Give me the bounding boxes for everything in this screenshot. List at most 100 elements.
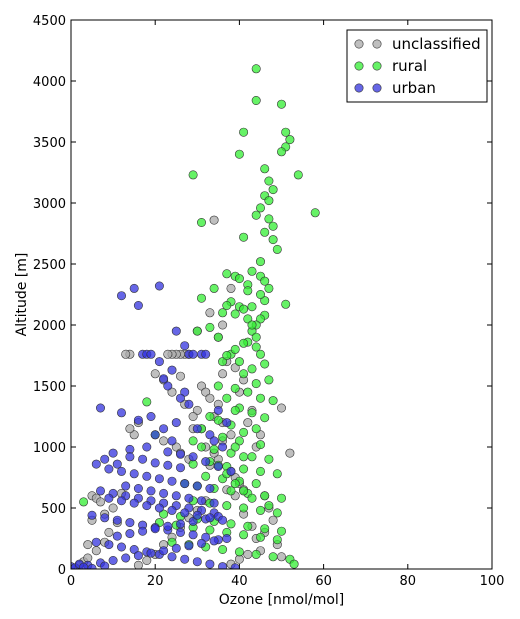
point-urban-65 [117,542,127,552]
point-urban-36 [142,471,152,481]
point-urban-78 [121,553,131,563]
point-urban-35 [129,469,139,479]
point-rural-68 [247,408,257,418]
point-rural-59 [239,369,249,379]
point-unclassified-58 [91,546,101,556]
point-urban-99 [142,501,152,511]
legend-label-unclassified: unclassified [392,35,481,53]
point-unclassified-16 [197,381,207,391]
point-rural-120 [239,530,249,540]
point-urban-79 [133,551,143,561]
point-unclassified-61 [167,387,177,397]
point-urban-118 [87,563,97,569]
point-urban-38 [167,476,177,486]
point-rural-82 [264,454,274,464]
point-rural-60 [264,375,274,385]
point-unclassified-3 [226,283,236,293]
point-rural-37 [281,299,291,309]
series-unclassified [74,215,295,569]
point-rural-31 [222,269,232,279]
point-urban-4 [171,326,181,336]
point-urban-33 [104,464,114,474]
point-rural-16 [255,203,265,213]
point-urban-63 [91,537,101,547]
y-tick-label-1000: 1000 [33,441,66,456]
point-urban-96 [104,493,114,503]
point-rural-96 [226,486,236,496]
point-urban-23 [133,415,143,425]
point-urban-19 [184,399,194,409]
point-rural-106 [159,509,169,519]
point-rural-76 [234,436,244,446]
point-rural-43 [239,304,249,314]
point-urban-16 [163,381,173,391]
point-urban-88 [125,529,135,539]
point-rural-103 [239,503,249,513]
point-urban-92 [176,519,186,529]
point-rural-7 [234,149,244,159]
point-rural-88 [272,469,282,479]
point-rural-138 [243,314,253,324]
point-unclassified-2 [205,308,215,318]
points-layer [71,64,320,569]
point-urban-86 [222,533,232,543]
point-unclassified-53 [108,503,118,513]
point-urban-69 [167,552,177,562]
point-rural-131 [289,559,299,569]
point-unclassified-57 [83,540,93,550]
point-urban-97 [117,496,127,506]
point-rural-70 [213,415,223,425]
point-urban-102 [180,508,190,518]
point-rural-53 [255,349,265,359]
point-urban-137 [213,405,223,415]
point-urban-104 [205,513,215,523]
point-urban-2 [154,281,164,291]
point-unclassified-21 [188,411,198,421]
point-rural-73 [239,427,249,437]
point-rural-80 [226,448,236,458]
point-rural-110 [226,519,236,529]
point-urban-120 [150,458,160,468]
point-urban-14 [167,365,177,375]
y-tick-label-2000: 2000 [33,319,66,334]
legend-box [346,29,488,103]
y-tick-label-3500: 3500 [33,136,66,151]
point-urban-109 [159,488,169,498]
point-urban-70 [180,554,190,564]
point-urban-53 [100,513,110,523]
point-rural-155 [264,501,274,511]
point-unclassified-43 [255,430,265,440]
point-urban-89 [138,526,148,536]
point-urban-25 [159,424,169,434]
point-urban-40 [192,481,202,491]
y-tick-label-1500: 1500 [33,380,66,395]
point-rural-55 [218,357,228,367]
point-urban-136 [222,418,232,428]
point-urban-8 [146,349,156,359]
point-rural-127 [234,547,244,557]
point-urban-22 [146,411,156,421]
point-rural-112 [260,524,270,534]
point-urban-30 [108,448,118,458]
point-rural-45 [255,314,265,324]
point-urban-15 [159,374,169,384]
y-tick-label-2500: 2500 [33,258,66,273]
point-rural-92 [251,479,261,489]
point-unclassified-14 [150,369,160,379]
legend-marker-urban-b [372,83,382,93]
point-urban-134 [218,442,228,452]
point-unclassified-25 [129,430,139,440]
point-rural-77 [255,440,265,450]
point-rural-10 [260,164,270,174]
point-rural-149 [239,452,249,462]
point-urban-26 [150,430,160,440]
x-axis-title: Ozone [nmol/mol] [219,592,345,608]
point-urban-135 [209,436,219,446]
point-rural-8 [276,147,286,157]
point-rural-32 [234,274,244,284]
point-rural-79 [209,444,219,454]
point-urban-72 [205,559,215,569]
point-rural-39 [222,300,232,310]
point-rural-87 [255,466,265,476]
series-urban [71,281,240,569]
